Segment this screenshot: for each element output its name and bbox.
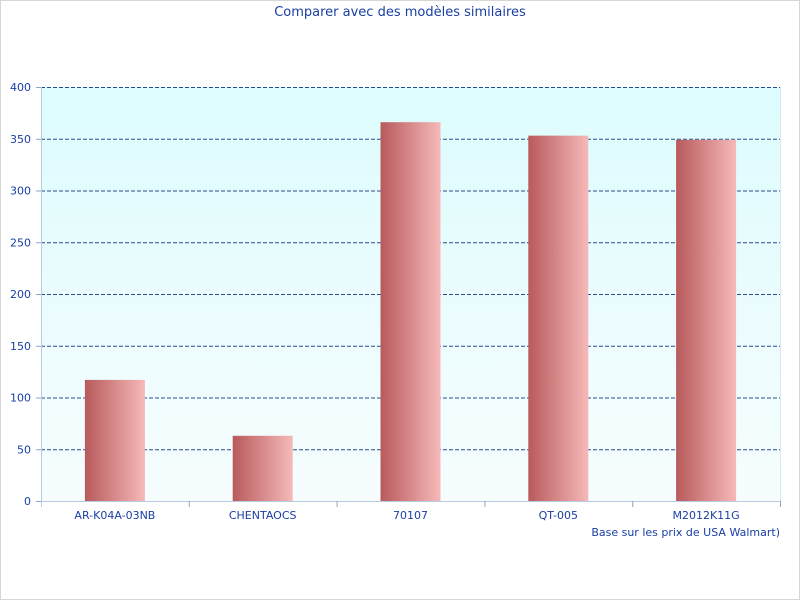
x-tick-label: CHENTAOCS xyxy=(229,509,297,522)
x-tick-label: AR-K04A-03NB xyxy=(74,509,155,522)
y-tick-label: 250 xyxy=(10,236,31,249)
y-tick-label: 100 xyxy=(10,392,31,405)
bar-qt-005 xyxy=(528,135,589,501)
y-tick-label: 300 xyxy=(10,185,31,198)
bars xyxy=(84,122,737,501)
y-tick-label: 350 xyxy=(10,133,31,146)
y-tick-label: 150 xyxy=(10,340,31,353)
y-tick-label: 0 xyxy=(24,495,31,508)
bar-chentaocs xyxy=(232,435,293,501)
x-tick-label: 70107 xyxy=(393,509,428,522)
x-tick-label: QT-005 xyxy=(539,509,578,522)
y-tick-label: 200 xyxy=(10,288,31,301)
chart-title: Comparer avec des modèles similaires xyxy=(274,5,526,20)
y-tick-label: 400 xyxy=(10,81,31,94)
bar-ar-k04a-03nb xyxy=(84,379,145,501)
x-axis-label: Base sur les prix de USA Walmart) xyxy=(591,526,780,539)
bar-70107 xyxy=(380,122,441,501)
bar-m2012k11g xyxy=(676,139,737,501)
x-tick-label: M2012K11G xyxy=(672,509,739,522)
y-tick-label: 50 xyxy=(17,443,31,456)
tick-labels: 0 50 100 150 200 250 300 350 400 AR-K04A-03NB CHEN… xyxy=(10,81,740,522)
axes xyxy=(36,87,781,507)
